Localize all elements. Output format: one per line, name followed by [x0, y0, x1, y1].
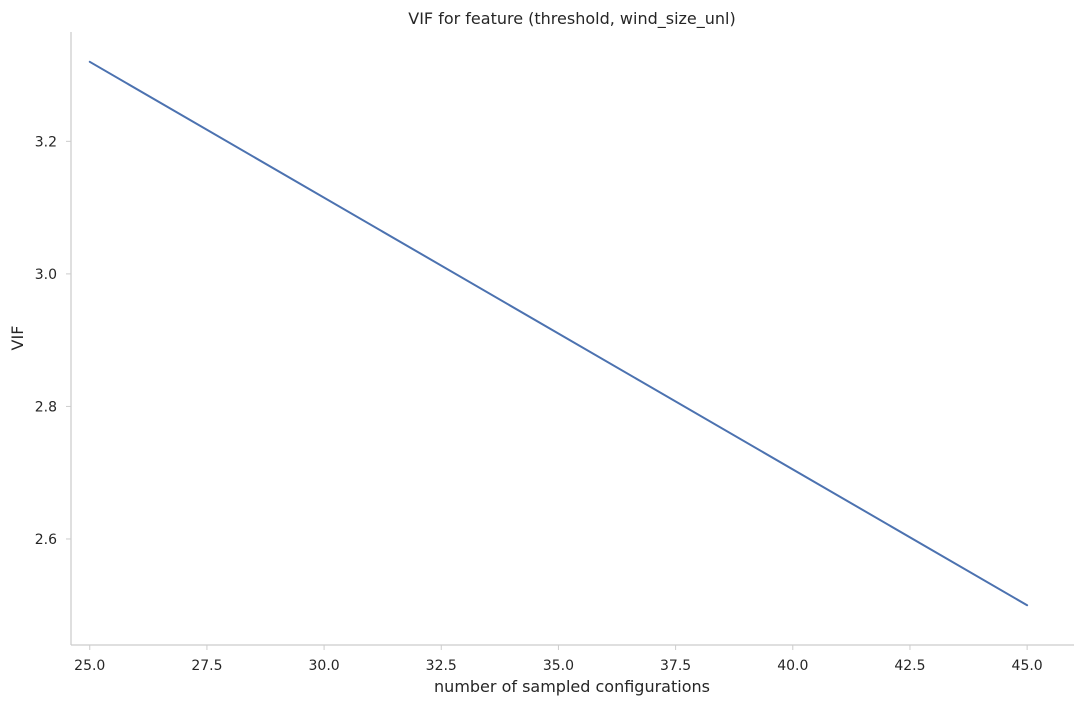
x-tick-label: 32.5	[426, 658, 457, 674]
x-tick-label: 27.5	[191, 658, 222, 674]
y-tick-label: 3.0	[35, 267, 57, 283]
x-tick-label: 25.0	[74, 658, 105, 674]
series-layer	[88, 60, 1029, 607]
x-tick-label: 37.5	[660, 658, 691, 674]
x-tick-label: 42.5	[894, 658, 925, 674]
y-tick-label: 2.8	[35, 399, 57, 415]
y-tick-label: 2.6	[35, 532, 57, 548]
x-tick-label: 45.0	[1012, 658, 1043, 674]
y-axis-ticks: 2.6 2.8 3.0 3.2	[35, 134, 71, 548]
y-tick-label: 3.2	[35, 134, 57, 150]
x-tick-label: 35.0	[543, 658, 574, 674]
y-axis-label: VIF	[8, 326, 27, 351]
x-axis-ticks: 25.0 27.5 30.0 32.5 35.0 37.5 40.0 42.5 45.0	[74, 645, 1043, 674]
series-line-0	[88, 60, 1029, 607]
chart-title: VIF for feature (threshold, wind_size_un…	[408, 9, 735, 29]
x-tick-label: 30.0	[309, 658, 340, 674]
x-axis-label: number of sampled configurations	[434, 677, 710, 696]
x-tick-label: 40.0	[777, 658, 808, 674]
